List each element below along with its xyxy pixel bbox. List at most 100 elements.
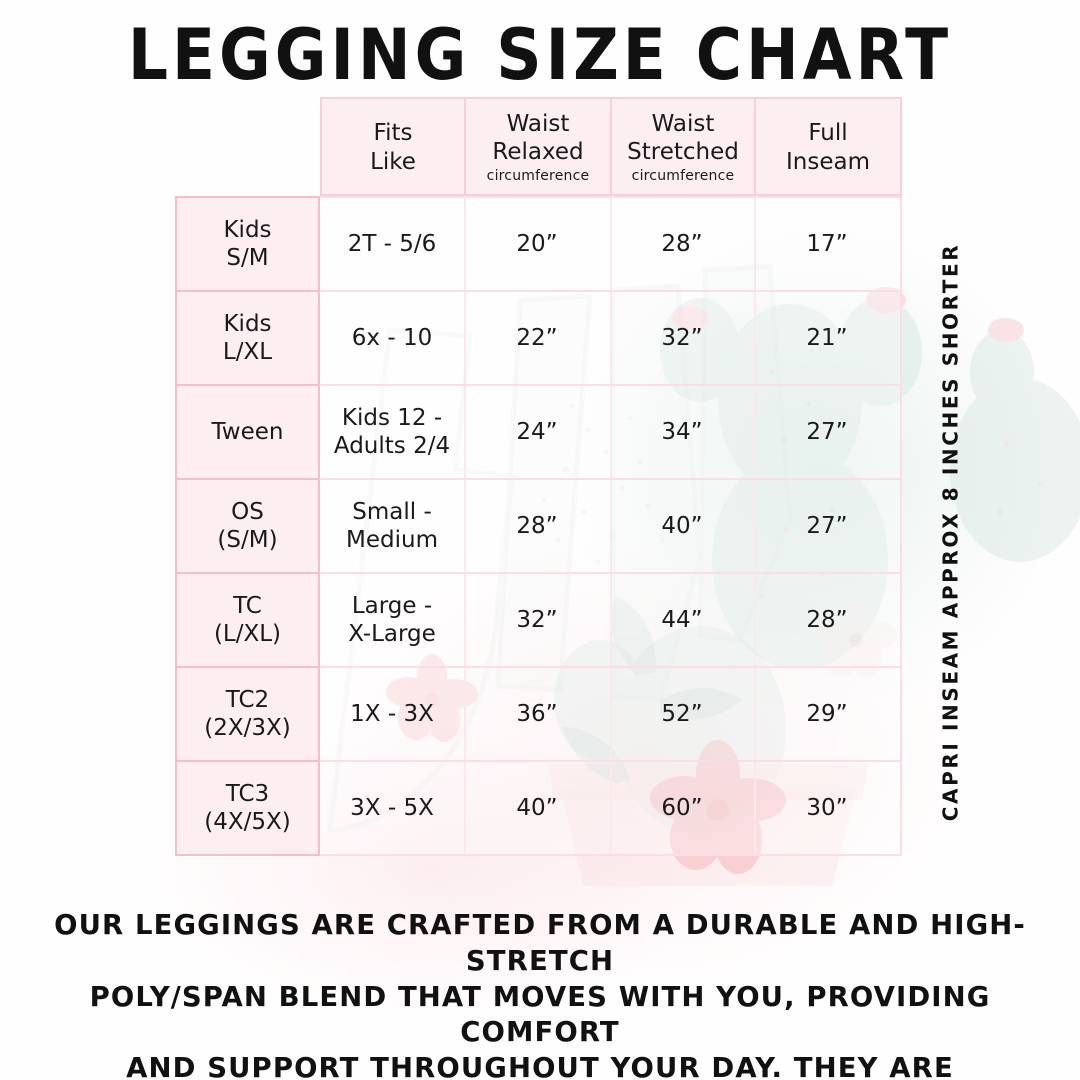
- waist-stretched-cell: 28”: [610, 196, 756, 292]
- fits-like-line-1: Small -: [352, 498, 432, 525]
- waist-relaxed-cell: 36”: [464, 666, 612, 762]
- size-label-line-1: Kids: [223, 310, 272, 337]
- waist-stretched-cell-value: 28”: [661, 230, 703, 257]
- size-chart-table: Fits Like Waist Relaxed circumference Wa…: [175, 97, 908, 856]
- fits-like-cell: 1X - 3X: [320, 666, 466, 762]
- full-inseam-cell-value: 27”: [806, 418, 848, 445]
- table-row: TC (L/XL) Large - X-Large 32” 44” 28”: [175, 572, 908, 668]
- header-line-1: Waist: [651, 111, 715, 138]
- fits-like-line-1: 6x - 10: [351, 324, 433, 351]
- column-header-full-inseam: Full Inseam: [754, 97, 902, 196]
- waist-stretched-cell: 44”: [610, 572, 756, 668]
- size-label-cell: Tween: [175, 384, 320, 480]
- footer-line-3: AND SUPPORT THROUGHOUT YOUR DAY. THEY AR…: [126, 1052, 954, 1080]
- size-label-line-2: (L/XL): [213, 621, 282, 647]
- waist-relaxed-cell: 28”: [464, 478, 612, 574]
- full-inseam-cell-value: 27”: [806, 512, 848, 539]
- footer-line-2: POLY/SPAN BLEND THAT MOVES WITH YOU, PRO…: [89, 980, 991, 1049]
- size-label-line-2: (4X/5X): [204, 809, 291, 835]
- size-label-cell: Kids S/M: [175, 196, 320, 292]
- page-title: LEGGING SIZE CHART: [127, 14, 953, 96]
- fits-like-line-2: Adults 2/4: [333, 433, 451, 459]
- size-label-line-1: OS: [231, 498, 264, 525]
- size-label-cell: TC3 (4X/5X): [175, 760, 320, 856]
- header-line-2: Inseam: [786, 148, 870, 175]
- waist-relaxed-cell: 20”: [464, 196, 612, 292]
- fits-like-line-1: Large -: [351, 592, 433, 619]
- size-label-cell: TC (L/XL): [175, 572, 320, 668]
- fits-like-line-1: 1X - 3X: [350, 700, 434, 727]
- waist-relaxed-cell: 40”: [464, 760, 612, 856]
- waist-relaxed-cell: 22”: [464, 290, 612, 386]
- waist-relaxed-cell: 24”: [464, 384, 612, 480]
- full-inseam-cell: 29”: [754, 666, 902, 762]
- table-row: Kids L/XL 6x - 10 22” 32” 21”: [175, 290, 908, 386]
- header-line-1: Fits: [373, 120, 413, 147]
- size-label-line-1: TC3: [225, 780, 270, 807]
- waist-stretched-cell-value: 40”: [661, 512, 703, 539]
- table-header-row: Fits Like Waist Relaxed circumference Wa…: [320, 97, 1053, 196]
- fits-like-cell: 6x - 10: [320, 290, 466, 386]
- capri-inseam-note-text: CAPRI INSEAM APPROX 8 INCHES SHORTER: [938, 242, 963, 822]
- waist-stretched-cell: 32”: [610, 290, 756, 386]
- size-label-cell: TC2 (2X/3X): [175, 666, 320, 762]
- size-label-line-2: S/M: [226, 245, 269, 271]
- full-inseam-cell: 28”: [754, 572, 902, 668]
- header-line-1: Full: [808, 120, 848, 147]
- size-label-line-1: Kids: [223, 216, 272, 243]
- size-label-cell: OS (S/M): [175, 478, 320, 574]
- fits-like-cell: Large - X-Large: [320, 572, 466, 668]
- waist-stretched-cell-value: 44”: [661, 606, 703, 633]
- table-row: OS (S/M) Small - Medium 28” 40” 27”: [175, 478, 908, 574]
- size-label-cell: Kids L/XL: [175, 290, 320, 386]
- waist-stretched-cell-value: 52”: [661, 700, 703, 727]
- capri-inseam-note: CAPRI INSEAM APPROX 8 INCHES SHORTER: [930, 243, 970, 822]
- table-body: Kids S/M 2T - 5/6 20” 28” 17” Kids L/XL 6x - 10 2…: [175, 196, 908, 856]
- header-line-2: Like: [370, 148, 416, 175]
- size-label-line-2: (S/M): [217, 527, 278, 553]
- column-header-waist-relaxed: Waist Relaxed circumference: [464, 97, 612, 196]
- full-inseam-cell: 30”: [754, 760, 902, 856]
- table-row: TC3 (4X/5X) 3X - 5X 40” 60” 30”: [175, 760, 908, 856]
- header-line-1: Waist: [506, 111, 570, 138]
- waist-relaxed-cell-value: 24”: [516, 418, 558, 445]
- full-inseam-cell: 27”: [754, 384, 902, 480]
- fits-like-cell: 3X - 5X: [320, 760, 466, 856]
- waist-relaxed-cell-value: 20”: [516, 230, 558, 257]
- waist-stretched-cell-value: 34”: [661, 418, 703, 445]
- fits-like-line-2: X-Large: [348, 621, 436, 647]
- header-line-2: Stretched: [627, 139, 739, 166]
- waist-relaxed-cell: 32”: [464, 572, 612, 668]
- waist-relaxed-cell-value: 22”: [516, 324, 558, 351]
- table-row: Kids S/M 2T - 5/6 20” 28” 17”: [175, 196, 908, 292]
- fits-like-line-1: 2T - 5/6: [347, 230, 437, 257]
- fits-like-line-2: Medium: [346, 527, 438, 553]
- footer-description: OUR LEGGINGS ARE CRAFTED FROM A DURABLE …: [36, 908, 1044, 1080]
- size-label-line-2: (2X/3X): [204, 715, 291, 741]
- header-subtitle: circumference: [486, 167, 590, 184]
- waist-stretched-cell: 52”: [610, 666, 756, 762]
- waist-stretched-cell-value: 60”: [661, 794, 703, 821]
- size-label-line-1: Tween: [211, 418, 284, 445]
- table-row: Tween Kids 12 - Adults 2/4 24” 34” 27”: [175, 384, 908, 480]
- waist-relaxed-cell-value: 28”: [516, 512, 558, 539]
- fits-like-cell: Kids 12 - Adults 2/4: [320, 384, 466, 480]
- header-subtitle: circumference: [631, 167, 735, 184]
- fits-like-line-1: 3X - 5X: [350, 794, 434, 821]
- waist-relaxed-cell-value: 36”: [516, 700, 558, 727]
- waist-relaxed-cell-value: 40”: [516, 794, 558, 821]
- column-header-waist-stretched: Waist Stretched circumference: [610, 97, 756, 196]
- table-row: TC2 (2X/3X) 1X - 3X 36” 52” 29”: [175, 666, 908, 762]
- fits-like-cell: Small - Medium: [320, 478, 466, 574]
- waist-stretched-cell: 60”: [610, 760, 756, 856]
- full-inseam-cell: 21”: [754, 290, 902, 386]
- full-inseam-cell-value: 30”: [806, 794, 848, 821]
- size-label-line-1: TC: [233, 592, 262, 619]
- fits-like-line-1: Kids 12 -: [341, 404, 443, 431]
- full-inseam-cell-value: 21”: [806, 324, 848, 351]
- size-label-line-1: TC2: [225, 686, 270, 713]
- fits-like-cell: 2T - 5/6: [320, 196, 466, 292]
- column-header-fits-like: Fits Like: [320, 97, 466, 196]
- full-inseam-cell-value: 17”: [806, 230, 848, 257]
